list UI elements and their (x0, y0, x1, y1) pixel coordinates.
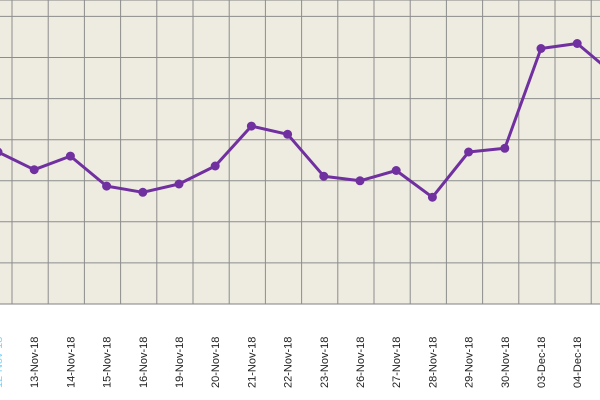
data-point (536, 44, 546, 53)
series-layer (0, 39, 600, 202)
x-tick-label: 19-Nov-18 (174, 337, 186, 388)
x-tick-label: 12-Nov-18 (0, 337, 5, 388)
x-tick-label: 29-Nov-18 (464, 337, 476, 388)
data-point (500, 143, 510, 153)
data-point (246, 121, 256, 131)
data-point (464, 147, 474, 157)
data-point (427, 192, 437, 202)
x-tick-label: 03-Dec-18 (536, 337, 548, 388)
data-point (174, 179, 184, 189)
plot-area (0, 0, 600, 305)
x-tick-label: 16-Nov-18 (138, 337, 150, 388)
data-point (210, 161, 220, 171)
x-tick-label: 28-Nov-18 (427, 337, 439, 388)
x-tick-label: 15-Nov-18 (102, 337, 114, 388)
data-point (29, 165, 39, 175)
x-tick-label: 04-Dec-18 (572, 337, 584, 388)
x-tick-label: 27-Nov-18 (391, 337, 403, 388)
x-tick-label: 14-Nov-18 (65, 337, 77, 388)
x-tick-label: 22-Nov-18 (283, 337, 295, 388)
series-line (0, 42, 600, 199)
data-point (102, 181, 112, 191)
data-point (283, 129, 293, 139)
x-tick-label: 30-Nov-18 (500, 337, 512, 388)
data-point (65, 151, 75, 161)
x-tick-label: 13-Nov-18 (29, 337, 41, 388)
x-axis-tick-labels: 12-Nov-18 13-Nov-18 14-Nov-18 15-Nov-18 16-N… (0, 337, 584, 388)
data-point (572, 39, 582, 48)
x-tick-label: 23-Nov-18 (319, 337, 331, 388)
x-tick-label: 21-Nov-18 (246, 337, 258, 388)
data-point (319, 171, 329, 181)
x-tick-label: 20-Nov-18 (210, 337, 222, 388)
data-point (138, 187, 148, 197)
x-tick-label: 26-Nov-18 (355, 337, 367, 388)
data-point (355, 176, 365, 186)
data-point (0, 147, 3, 157)
data-point (391, 166, 401, 175)
